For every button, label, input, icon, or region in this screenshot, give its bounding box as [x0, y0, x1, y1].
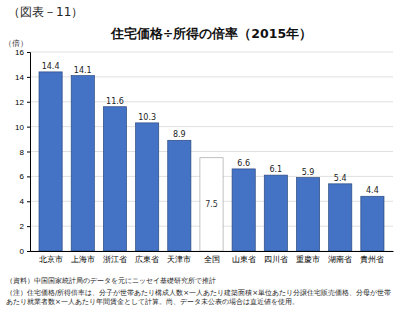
bar: [103, 107, 126, 251]
x-tick: 広東省: [135, 251, 159, 264]
data-label: 5.4: [334, 174, 347, 183]
note: （資料）中国国家統計局のデータを元にニッセイ基礎研究所で推計: [6, 277, 216, 285]
bar: [329, 184, 352, 251]
y-tick-label: 16: [15, 48, 24, 57]
y-tick: 0: [20, 247, 30, 256]
x-tick: 天津市: [167, 251, 191, 264]
y-axis-label: （倍）: [4, 39, 28, 48]
y-tick-mark: [27, 127, 30, 128]
y-tick-label: 12: [15, 98, 24, 107]
y-tick-label: 6: [20, 172, 25, 181]
y-tick-label: 2: [20, 222, 25, 231]
bar: [39, 72, 62, 251]
y-tick-mark: [27, 201, 30, 202]
x-tick: 四川省: [264, 251, 288, 264]
data-label: 7.5: [205, 200, 218, 209]
header: （図表－11）: [8, 5, 83, 19]
y-tick: 8: [20, 148, 30, 157]
bar: [264, 175, 287, 251]
y-tick-label: 0: [20, 247, 25, 256]
bar: [71, 76, 94, 251]
bar: [136, 123, 159, 251]
data-label: 14.4: [42, 62, 60, 71]
bar: [168, 140, 191, 251]
y-axis: 0 2 4 6 8 10 12 14 16: [15, 48, 30, 256]
x-tick: 湖南省: [328, 251, 352, 264]
y-tick: 2: [20, 222, 30, 231]
title: 住宅価格÷所得の倍率（2015年）: [110, 26, 312, 41]
bar: [361, 196, 384, 251]
bar: [200, 158, 223, 251]
y-tick-mark: [27, 52, 30, 53]
y-tick-label: 8: [20, 148, 25, 157]
data-label: 14.1: [74, 66, 92, 75]
x-tick-label: 貴州省: [360, 255, 384, 264]
y-tick: 16: [15, 48, 30, 57]
y-tick-mark: [27, 251, 30, 252]
y-tick-mark: [27, 176, 30, 177]
x-tick-label: 北京市: [39, 255, 63, 264]
x-tick-label: 四川省: [264, 255, 288, 264]
x-tick-label: 広東省: [135, 255, 159, 264]
x-tick-label: 上海市: [71, 255, 95, 264]
x-axis: 北京市上海市浙江省広東省天津市 全国 山東省四川省重慶市湖南省貴州省: [31, 251, 394, 264]
x-tick: 北京市: [39, 251, 63, 264]
chart: （図表－11） 住宅価格÷所得の倍率（2015年） （倍） 0 2 4 6 8 10 12 14 16…: [0, 0, 401, 323]
y-tick-mark: [27, 152, 30, 153]
x-tick: 上海市: [71, 251, 95, 264]
data-label: 8.9: [173, 130, 186, 139]
x-tick-label: 浙江省: [103, 255, 127, 264]
y-tick-label: 4: [20, 197, 25, 206]
bar: [296, 178, 319, 251]
grid: [30, 52, 393, 251]
bar: [232, 169, 255, 251]
x-tick-label: 重慶市: [296, 255, 320, 264]
y-tick-label: 14: [15, 73, 24, 82]
y-tick-mark: [27, 77, 30, 78]
data-label: 6.1: [269, 165, 282, 174]
x-tick: 重慶市: [296, 251, 320, 264]
y-tick-mark: [27, 102, 30, 103]
data-label: 10.3: [138, 113, 156, 122]
y-tick-mark: [27, 226, 30, 227]
x-tick: 浙江省: [103, 251, 127, 264]
y-tick: 4: [20, 197, 30, 206]
plot-area: 0 2 4 6 8 10 12 14 16 北京市上海市浙江省広東省天津市 全国 山東省四川省重慶市湖…: [15, 48, 393, 264]
y-tick: 12: [15, 98, 30, 107]
data-label: 5.9: [302, 168, 315, 177]
y-tick: 10: [15, 123, 30, 132]
note: （注）住宅価格/所得倍率は、分子が世帯あたり構成人数×一人あたり建築面積×単位あ…: [6, 289, 391, 306]
data-labels: 14.4 14.1 11.6 10.3 8.9 7.5 6.6 6.1 5.9 5.4 4.4: [42, 62, 379, 209]
y-tick: 14: [15, 73, 30, 82]
x-tick-label: 全国: [204, 255, 220, 264]
data-label: 4.4: [366, 186, 379, 195]
x-tick-label: 湖南省: [328, 255, 352, 264]
data-label: 11.6: [106, 97, 124, 106]
x-tick: 全国: [204, 251, 220, 264]
x-tick-label: 天津市: [167, 255, 191, 264]
x-axis-line: [31, 251, 394, 252]
x-tick: 貴州省: [360, 251, 384, 264]
bars: [39, 72, 384, 251]
y-tick: 6: [20, 172, 30, 181]
grid-line: [30, 52, 393, 53]
x-tick: 山東省: [232, 251, 256, 264]
x-tick-label: 山東省: [232, 255, 256, 264]
y-axis-line: [27, 53, 31, 252]
data-label: 6.6: [237, 159, 250, 168]
y-tick-label: 10: [15, 123, 24, 132]
